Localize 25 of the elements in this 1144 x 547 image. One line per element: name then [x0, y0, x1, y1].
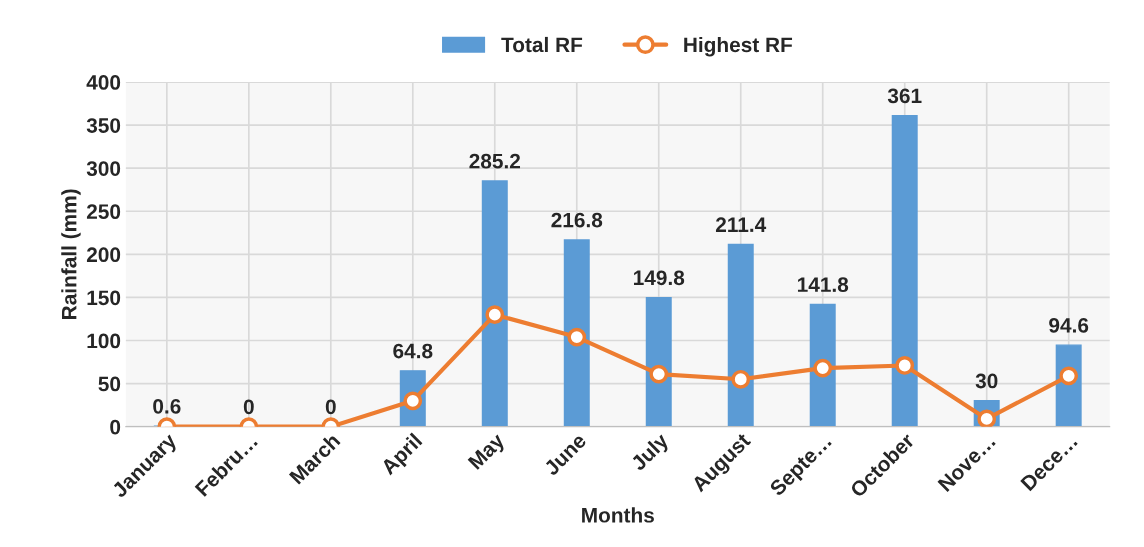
y-tick-label: 400 [86, 75, 121, 90]
data-label: 94.6 [1049, 317, 1089, 333]
y-tick-label: 200 [86, 247, 121, 263]
data-label: 141.8 [797, 277, 849, 293]
data-label: 0 [243, 399, 254, 415]
y-tick-label: 350 [86, 118, 121, 133]
legend-label: Highest RF [684, 36, 793, 57]
data-label: 30 [975, 373, 998, 389]
data-label: 216.8 [551, 212, 603, 228]
data-label: 361 [887, 88, 922, 104]
y-tick-label: 300 [86, 161, 121, 176]
y-tick-label: 100 [87, 333, 121, 349]
y-axis-title: Rainfall (mm) [61, 189, 81, 319]
data-label: 211.4 [715, 217, 767, 232]
y-tick-label: 50 [98, 376, 121, 392]
y-tick-label: 250 [86, 204, 121, 220]
legend-label: Total RF [501, 36, 583, 53]
data-label: 0.6 [153, 398, 181, 414]
y-tick-label: 150 [87, 290, 121, 306]
data-label: 149.8 [634, 270, 685, 286]
data-label: 285.2 [469, 153, 521, 169]
x-axis-title: Months [582, 507, 654, 523]
data-label: 0 [325, 399, 336, 415]
y-tick-label: 0 [110, 419, 121, 435]
data-label: 64.8 [393, 343, 433, 359]
